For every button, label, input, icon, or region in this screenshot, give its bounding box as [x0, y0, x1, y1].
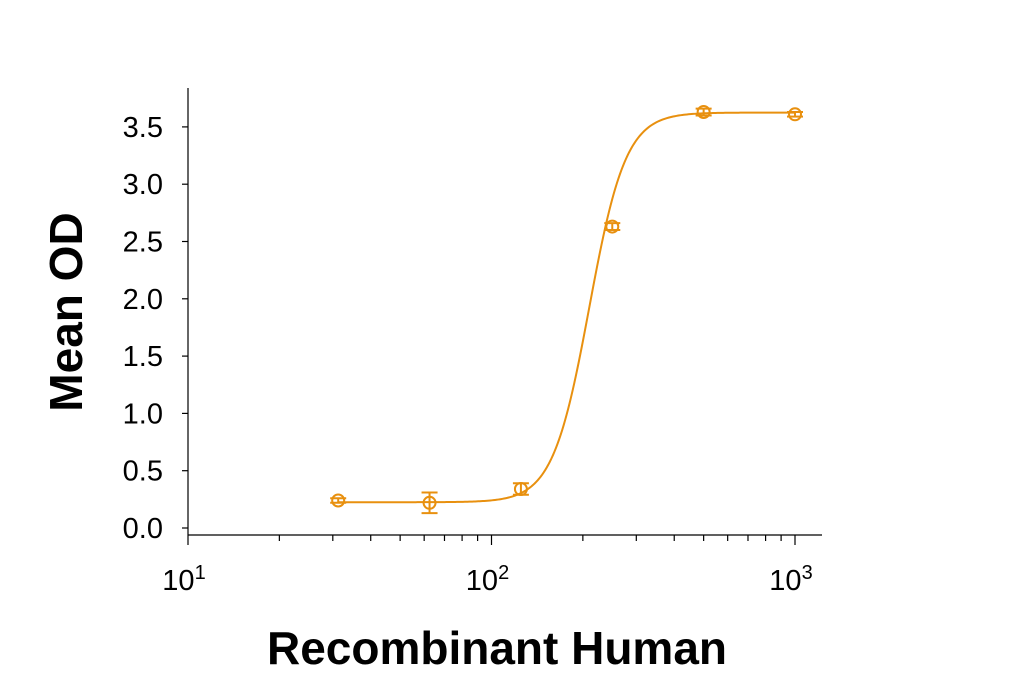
data-points [330, 105, 803, 515]
fit-curve [338, 111, 795, 504]
data-point [695, 105, 712, 120]
y-tick-label: 1.5 [123, 341, 163, 373]
x-axis-ticks: 101 102 103 [162, 535, 813, 597]
x-tick-label: 102 [466, 562, 509, 597]
y-tick-label: 0.0 [123, 513, 163, 545]
data-point [512, 482, 529, 497]
y-tick-label: 0.5 [123, 456, 163, 488]
y-axis-ticks: 0.0 0.5 1.0 1.5 2.0 2.5 3.0 3.5 [123, 112, 188, 545]
data-point [787, 107, 803, 122]
x-tick-label: 101 [162, 562, 205, 597]
x-axis-title: Recombinant Human [267, 622, 727, 674]
y-tick-label: 3.0 [123, 169, 163, 201]
y-tick-label: 2.0 [123, 284, 163, 316]
y-axis-title: Mean OD [40, 212, 92, 411]
y-tick-label: 1.0 [123, 398, 163, 430]
x-tick-label: 103 [769, 562, 812, 597]
data-point [330, 493, 347, 508]
data-point [421, 491, 438, 515]
y-tick-label: 2.5 [123, 227, 163, 259]
axes [187, 88, 822, 536]
data-point [604, 219, 621, 234]
y-tick-label: 3.5 [123, 112, 163, 144]
